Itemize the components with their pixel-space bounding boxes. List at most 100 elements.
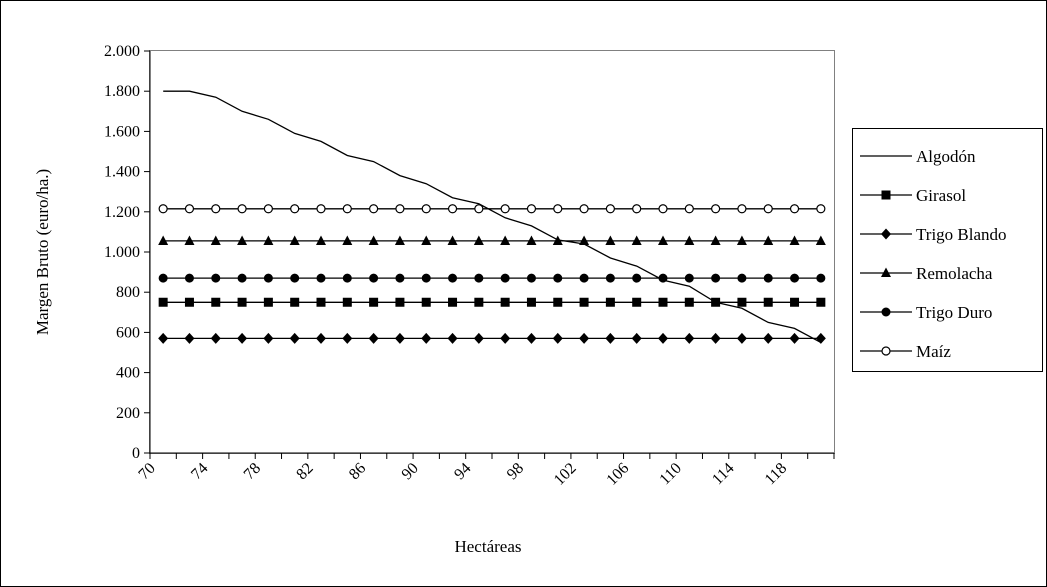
legend-label: Algodón [916,147,976,166]
y-tick-label: 600 [116,324,140,341]
data-point-trigo-blando [500,332,511,344]
series-layer [158,90,826,344]
data-point-girasol [237,297,247,307]
data-point-remolacha [658,235,668,245]
data-point-trigo-duro [421,273,431,283]
data-point-girasol [211,297,221,307]
data-point-trigo-blando [447,332,458,344]
data-point-trigo-blando [789,332,800,344]
data-point-trigo-duro [605,273,615,283]
data-point-remolacha [158,235,169,245]
data-point-girasol [684,297,694,307]
y-tick-label: 1.400 [104,164,140,181]
series-algod-n [163,90,822,343]
data-point-trigo-duro [395,273,405,283]
data-point-remolacha [447,235,458,245]
data-point-ma-z [237,204,247,214]
data-point-trigo-blando [526,332,537,344]
data-point-trigo-duro [763,273,773,283]
series-ma-z [158,204,826,214]
data-point-remolacha [684,235,695,245]
data-point-trigo-blando [368,332,379,344]
y-tick-label: 1.800 [104,83,140,100]
data-point-remolacha [736,235,747,245]
data-point-girasol [316,297,326,307]
data-point-remolacha [368,235,379,245]
data-point-trigo-blando [605,332,616,344]
data-point-girasol [184,297,194,307]
legend-swatch-marker [881,228,891,240]
data-point-trigo-duro [158,273,168,283]
data-point-trigo-blando [184,332,195,344]
data-point-girasol [421,297,431,307]
y-tick-label: 400 [116,365,140,382]
y-tick-label: 1.600 [104,123,140,140]
data-point-trigo-duro [553,273,563,283]
data-point-trigo-duro [184,273,194,283]
legend-label: Maíz [916,342,951,361]
legend-swatch-marker [881,267,891,277]
data-point-remolacha [631,235,642,245]
data-point-girasol [448,297,458,307]
data-point-girasol [553,297,563,307]
data-point-ma-z [658,204,668,214]
data-point-ma-z [684,204,694,214]
legend-swatch-marker [881,346,891,356]
y-axis-label: Margen Bruto (euro/ha.) [33,169,52,335]
data-point-girasol [158,297,168,307]
data-point-trigo-blando [210,332,221,344]
data-point-trigo-blando [658,332,668,344]
data-point-trigo-blando [158,332,169,344]
series-trigo-blando [158,332,826,344]
y-tick-label: 800 [116,284,140,301]
data-point-trigo-blando [342,332,353,344]
series-remolacha [158,235,826,245]
data-point-trigo-duro [737,273,747,283]
data-point-trigo-duro [263,273,273,283]
data-point-girasol [342,297,352,307]
data-point-ma-z [737,204,747,214]
legend-entry-algod-n: Algodón [860,147,976,166]
data-point-trigo-blando [736,332,747,344]
data-point-trigo-blando [394,332,405,344]
data-point-trigo-duro [237,273,247,283]
data-point-trigo-duro [711,273,721,283]
data-point-ma-z [711,204,721,214]
data-point-remolacha [394,235,405,245]
data-point-trigo-blando [684,332,695,344]
data-point-ma-z [763,204,773,214]
data-point-remolacha [210,235,221,245]
data-point-trigo-duro [211,273,221,283]
legend-label: Trigo Duro [916,303,992,322]
data-point-remolacha [500,235,511,245]
data-point-ma-z [579,204,589,214]
data-point-remolacha [579,235,590,245]
legend-items: Algodón Girasol Trigo Blando Remolacha Trigo… [860,147,1007,361]
data-point-remolacha [316,235,326,245]
data-point-ma-z [447,204,458,214]
data-point-girasol [290,297,300,307]
y-tick-label: 1.000 [104,244,140,261]
data-point-trigo-duro [790,273,800,283]
data-point-girasol [632,297,642,307]
data-point-trigo-duro [474,273,484,283]
data-point-trigo-blando [237,332,248,344]
data-point-trigo-duro [342,273,352,283]
data-point-ma-z [421,204,431,214]
data-point-ma-z [474,204,484,214]
data-point-ma-z [816,204,826,214]
legend-label: Remolacha [916,264,993,283]
data-point-girasol [474,297,484,307]
x-axis-label: Hectáreas [454,537,521,556]
data-point-ma-z [369,204,379,214]
legend: Algodón Girasol Trigo Blando Remolacha Trigo… [852,128,1043,372]
data-point-girasol [369,297,379,307]
data-point-trigo-blando [289,332,300,344]
data-point-ma-z [553,204,563,214]
y-tick-label: 1.200 [104,204,140,221]
data-point-ma-z [632,204,642,214]
data-point-girasol [790,297,800,307]
data-point-girasol [579,297,589,307]
data-point-girasol [737,297,747,307]
data-point-remolacha [763,235,774,245]
